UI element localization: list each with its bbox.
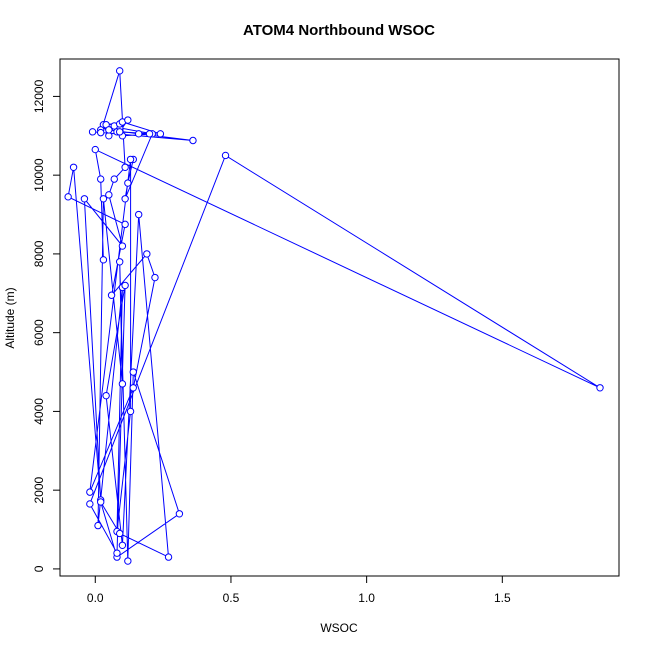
data-point — [596, 384, 604, 392]
data-point — [189, 136, 197, 145]
chart-title: ATOM4 Northbound WSOC — [243, 22, 435, 39]
data-point — [97, 175, 105, 183]
data-point — [115, 258, 124, 266]
data-point — [105, 191, 113, 199]
y-tick-label: 8000 — [32, 240, 46, 267]
data-point — [91, 145, 99, 154]
data-point — [115, 67, 124, 75]
data-point — [113, 549, 121, 557]
data-point — [118, 380, 127, 388]
data-point — [145, 130, 154, 138]
data-point — [69, 163, 78, 171]
data-point — [126, 407, 135, 416]
data-point — [164, 553, 173, 561]
data-point — [126, 155, 135, 164]
data-point — [124, 179, 132, 187]
x-tick-label: 1.0 — [358, 591, 375, 605]
data-point — [129, 384, 137, 392]
data-point — [102, 391, 110, 400]
data-point — [121, 195, 129, 203]
data-point — [221, 151, 230, 160]
y-tick-label: 4000 — [32, 398, 46, 425]
x-tick-label: 0.5 — [223, 591, 240, 605]
data-point — [97, 498, 105, 506]
data-point — [156, 130, 165, 138]
data-point — [175, 510, 184, 518]
data-point — [86, 488, 94, 496]
x-axis: 0.0 0.5 1.0 1.5 — [87, 575, 511, 605]
data-point — [99, 256, 108, 264]
data-point — [115, 128, 124, 136]
data-point — [121, 220, 129, 229]
x-tick-label: 0.0 — [87, 591, 104, 605]
data-point — [121, 163, 129, 171]
y-tick-label: 2000 — [32, 476, 46, 503]
y-tick-label: 0 — [32, 565, 46, 572]
data-point — [94, 521, 102, 530]
data-point — [121, 281, 129, 290]
y-tick-label: 12000 — [32, 79, 46, 113]
data-point — [143, 250, 151, 258]
x-axis-label: WSOC — [320, 621, 358, 635]
data-point — [124, 557, 132, 565]
data-point — [99, 195, 108, 203]
data-point — [115, 529, 124, 538]
data-point — [107, 291, 116, 299]
y-axis-label: Altitude (m) — [3, 287, 17, 348]
data-point — [134, 130, 143, 138]
series-wsoc — [64, 67, 604, 565]
x-tick-label: 1.5 — [494, 591, 511, 605]
data-point — [151, 273, 159, 282]
data-point — [110, 175, 118, 183]
data-point — [88, 128, 97, 136]
data-point — [118, 541, 127, 549]
data-point — [97, 128, 105, 137]
data-point — [86, 500, 94, 508]
data-point — [129, 368, 137, 376]
y-tick-label: 10000 — [32, 158, 46, 192]
data-point — [64, 193, 72, 201]
data-point — [134, 210, 143, 219]
data-point — [124, 116, 132, 124]
data-point — [80, 195, 89, 203]
data-point — [118, 242, 127, 250]
data-point — [105, 126, 113, 134]
y-tick-label: 6000 — [32, 319, 46, 346]
y-axis: 0 2000 4000 6000 8000 10000 12000 — [32, 79, 61, 572]
